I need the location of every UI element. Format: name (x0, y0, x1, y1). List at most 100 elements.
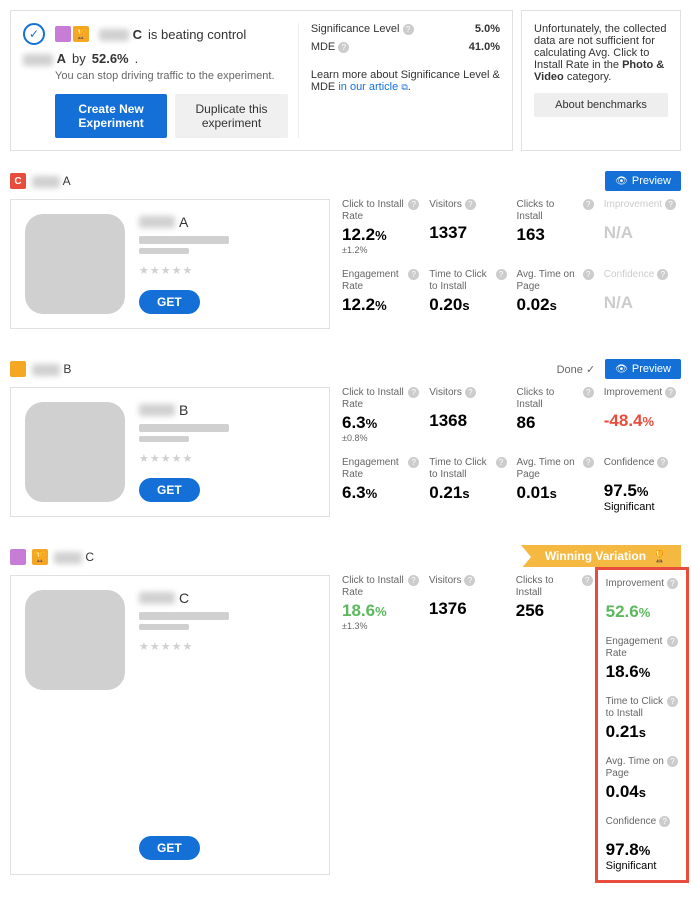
create-experiment-button[interactable]: Create New Experiment (55, 94, 167, 138)
preview-button[interactable]: 👁 Preview (605, 171, 681, 191)
top-row: ✓ 🏆 C is beating control A by 52.6%. You… (10, 10, 681, 151)
metric-clicks_install: Clicks to Install? 163 (517, 199, 594, 255)
help-icon[interactable]: ? (667, 636, 678, 647)
metric-value: 163 (517, 225, 594, 245)
app-title: A (139, 214, 315, 230)
help-icon[interactable]: ? (338, 42, 349, 53)
metric-sub: Significant (604, 501, 681, 513)
metric-label: Visitors? (429, 387, 506, 409)
check-icon: ✓ (23, 23, 45, 45)
help-icon[interactable]: ? (582, 575, 593, 586)
help-icon[interactable]: ? (465, 199, 476, 210)
metric-sub: ±1.3% (342, 621, 419, 631)
help-icon[interactable]: ? (583, 457, 594, 468)
variant-badge-icon (10, 549, 26, 565)
metric-label: Visitors? (429, 199, 506, 221)
duplicate-experiment-button[interactable]: Duplicate this experiment (175, 94, 288, 138)
summary-stats: Significance Level ? 5.0% MDE ? 41.0% Le… (298, 23, 500, 138)
help-icon[interactable]: ? (659, 816, 670, 827)
metric-engagement: Engagement Rate? 18.6% (606, 636, 678, 682)
metric-value: 86 (517, 413, 594, 433)
help-icon[interactable]: ? (657, 457, 668, 468)
metric-label: Avg. Time on Page? (606, 756, 678, 780)
app-title: C (139, 590, 315, 606)
benchmark-panel: Unfortunately, the collected data are no… (521, 10, 681, 151)
help-icon[interactable]: ? (408, 199, 419, 210)
help-icon[interactable]: ? (583, 199, 594, 210)
help-icon[interactable]: ? (665, 199, 676, 210)
metric-engagement: Engagement Rate? 12.2% (342, 269, 419, 315)
about-benchmarks-button[interactable]: About benchmarks (534, 93, 668, 117)
variant-header: B Done ✓ 👁 Preview (10, 359, 681, 379)
help-icon[interactable]: ? (665, 387, 676, 398)
help-icon[interactable]: ? (657, 269, 668, 280)
metric-label: Time to Click to Install? (429, 457, 506, 481)
metric-value: 6.3% (342, 413, 419, 433)
metric-value: 97.5% (604, 481, 681, 501)
metric-value: 1337 (429, 223, 506, 243)
app-category (139, 248, 189, 254)
metric-value: 1376 (429, 599, 506, 619)
metric-label: Improvement? (606, 578, 678, 600)
metric-label: Avg. Time on Page? (517, 269, 594, 293)
metric-label: Avg. Time on Page? (517, 457, 594, 481)
metric-label: Improvement? (604, 199, 681, 221)
metric-time_click: Time to Click to Install? 0.21s (606, 696, 678, 742)
variant-badge-icon: C (10, 173, 26, 189)
eye-icon: 👁 (615, 364, 628, 375)
metric-sub: Significant (606, 860, 678, 872)
metric-grid: Click to Install Rate? 12.2% ±1.2% Visit… (342, 199, 681, 315)
help-icon[interactable]: ? (667, 756, 678, 767)
trophy-icon: 🏆 (73, 26, 89, 42)
winner-name: C (99, 27, 142, 42)
get-button[interactable]: GET (139, 836, 200, 860)
metric-value: 0.02s (517, 295, 594, 315)
metrics-block: Click to Install Rate? 6.3% ±0.8% Visito… (342, 387, 681, 517)
mde-value: 41.0% (469, 41, 500, 53)
card-info: C ★★★★★ GET (139, 590, 315, 860)
app-subtitle (139, 424, 229, 432)
metric-label: Clicks to Install? (517, 199, 594, 223)
metric-value: 0.01s (517, 483, 594, 503)
metric-value: 0.20s (429, 295, 506, 315)
help-icon[interactable]: ? (667, 696, 678, 707)
app-category (139, 436, 189, 442)
metric-click_install: Click to Install Rate? 12.2% ±1.2% (342, 199, 419, 255)
help-icon[interactable]: ? (667, 578, 678, 589)
metric-value: 97.8% (606, 840, 678, 860)
app-subtitle (139, 612, 229, 620)
learn-more-link[interactable]: in our article ⧉ (338, 81, 407, 93)
preview-button[interactable]: 👁 Preview (605, 359, 681, 379)
app-card: B ★★★★★ GET (10, 387, 330, 517)
help-icon[interactable]: ? (496, 269, 507, 280)
metric-improvement: Improvement? 52.6% (606, 578, 678, 622)
get-button[interactable]: GET (139, 290, 200, 314)
help-icon[interactable]: ? (408, 387, 419, 398)
help-icon[interactable]: ? (408, 575, 419, 586)
metric-value: N/A (604, 223, 681, 243)
help-icon[interactable]: ? (583, 387, 594, 398)
metric-label: Confidence? (604, 457, 681, 479)
metric-value: 0.21s (606, 722, 678, 742)
card-info: B ★★★★★ GET (139, 402, 315, 502)
help-icon[interactable]: ? (408, 269, 419, 280)
metric-label: Time to Click to Install? (606, 696, 678, 720)
help-icon[interactable]: ? (464, 575, 475, 586)
metric-sub: ±0.8% (342, 433, 419, 443)
benchmark-text: Unfortunately, the collected data are no… (534, 23, 668, 83)
help-icon[interactable]: ? (583, 269, 594, 280)
mde-row: MDE ? 41.0% (311, 41, 500, 53)
variants-list: C A 👁 Preview A ★★★★★ GET (10, 171, 681, 875)
help-icon[interactable]: ? (496, 457, 507, 468)
get-button[interactable]: GET (139, 478, 200, 502)
metric-time_click: Time to Click to Install? 0.20s (429, 269, 506, 315)
external-link-icon: ⧉ (401, 82, 407, 92)
help-icon[interactable]: ? (403, 24, 414, 35)
metric-confidence: Confidence? 97.5% Significant (604, 457, 681, 513)
help-icon[interactable]: ? (465, 387, 476, 398)
metrics-block: Winning Variation 🏆 Click to Install Rat… (342, 575, 681, 875)
summary-panel: ✓ 🏆 C is beating control A by 52.6%. You… (10, 10, 513, 151)
metric-click_install: Click to Install Rate? 6.3% ±0.8% (342, 387, 419, 443)
help-icon[interactable]: ? (408, 457, 419, 468)
metric-visitors: Visitors? 1376 (429, 575, 506, 631)
